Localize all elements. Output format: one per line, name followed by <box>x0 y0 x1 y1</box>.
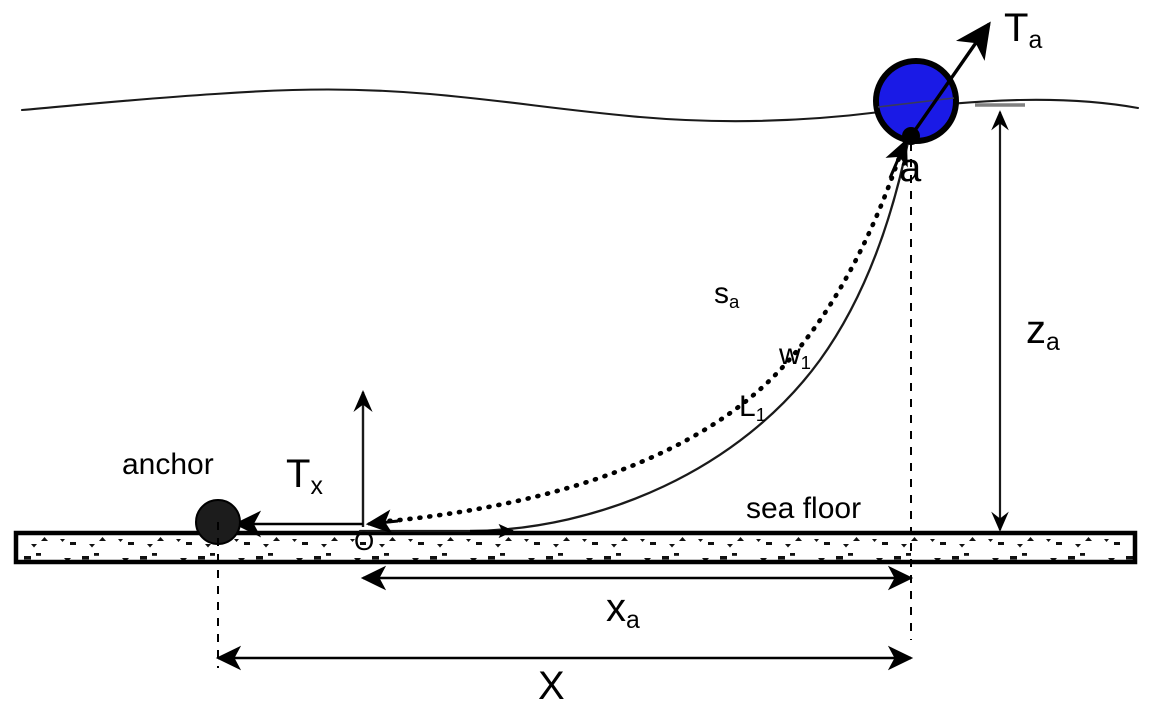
buoy-waterline-chord <box>877 97 955 108</box>
label-horizontal-tension: Tx <box>286 452 323 500</box>
dashed-line-left-arrow <box>365 509 399 534</box>
label-suspended-length: sa <box>714 277 740 313</box>
dashed-line-buoy-arrow <box>885 138 908 179</box>
label-segment-length: L1 <box>739 390 767 426</box>
top-tension-arrow <box>909 21 991 137</box>
mooring-line-solid <box>358 140 910 533</box>
mooring-line-dashed <box>377 137 908 524</box>
label-origin: O <box>354 526 375 556</box>
water-surface-line <box>20 88 1140 123</box>
label-tension-top: Ta <box>1004 6 1043 54</box>
label-sea-floor: sea floor <box>746 492 862 525</box>
sea-floor-band <box>13 530 1138 565</box>
label-anchor: anchor <box>122 448 214 481</box>
label-unit-weight: w1 <box>779 338 812 374</box>
label-depth: za <box>1026 308 1060 356</box>
label-attachment-point: a <box>899 146 922 190</box>
label-horizontal-span-total: X <box>538 664 565 708</box>
label-horizontal-span-a: xa <box>606 586 640 634</box>
